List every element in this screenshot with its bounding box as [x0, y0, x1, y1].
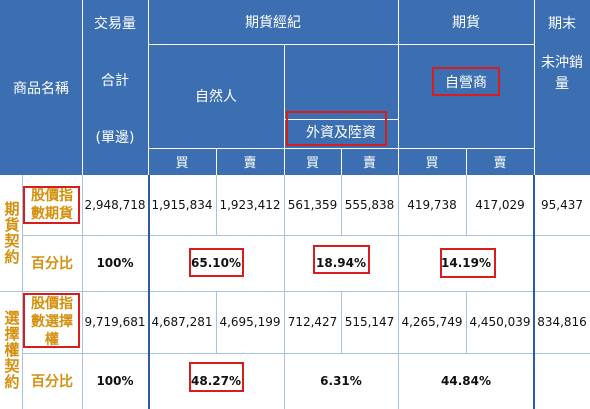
header-product-name: 商品名稱 [0, 0, 82, 175]
group-label-futures: 期貨契約 [0, 175, 22, 291]
cell-prop-sell: 4,450,039 [466, 291, 534, 353]
divider [0, 291, 590, 292]
header-open-interest-line2: 未沖銷 [541, 55, 583, 71]
divider [216, 175, 217, 235]
header-natural-person: 自然人 [148, 44, 284, 148]
cell-prop-buy: 4,265,749 [398, 291, 466, 353]
header-natural-sell: 賣 [216, 148, 284, 175]
header-volume: 交易量 合計 (單邊) [82, 0, 148, 175]
cell-total: 2,948,718 [82, 175, 148, 235]
header-foreign-mainland: 外資及陸資 [284, 44, 398, 148]
header-futures-broker: 期貨經紀 [148, 0, 398, 44]
header-futures: 期貨 [398, 0, 534, 44]
cell-foreign-sell: 515,147 [341, 291, 398, 353]
pct-total: 100% [82, 235, 148, 291]
divider [148, 0, 149, 175]
cell-foreign-buy: 561,359 [284, 175, 341, 235]
highlight-box-pct-natural [189, 248, 244, 277]
header-open-interest-line1: 期末 [548, 16, 576, 32]
divider [216, 148, 217, 175]
pct-prop: 44.84% [398, 353, 534, 409]
percentage-label: 百分比 [31, 256, 73, 272]
header-volume-line2: 合計 [101, 73, 129, 89]
header-natural-buy: 買 [148, 148, 216, 175]
header-volume-line1: 交易量 [94, 16, 136, 32]
cell-natural-buy: 4,687,281 [148, 291, 216, 353]
divider [82, 0, 83, 175]
highlight-box-index-options [23, 293, 80, 348]
cell-prop-buy: 419,738 [398, 175, 466, 235]
cell-prop-sell: 417,029 [466, 175, 534, 235]
pct-natural: 65.10% [148, 235, 284, 291]
cell-foreign-buy: 712,427 [284, 291, 341, 353]
pct-open-interest-empty [534, 235, 590, 291]
pct-open-interest-empty [534, 353, 590, 409]
highlight-box-foreign-mainland [286, 111, 387, 146]
header-foreign-buy: 買 [284, 148, 341, 175]
divider [341, 291, 342, 353]
cell-open-interest: 95,437 [534, 175, 590, 235]
highlight-box-proprietary [432, 67, 500, 96]
pct-foreign: 6.31% [284, 353, 398, 409]
group-label-options: 選擇權契約 [0, 291, 22, 409]
divider [148, 175, 150, 409]
pct-foreign: 18.94% [284, 235, 398, 291]
cell-natural-buy: 1,915,834 [148, 175, 216, 235]
divider [466, 175, 467, 235]
product-index-futures: 股價指數期貨 [31, 188, 73, 222]
cell-foreign-sell: 555,838 [341, 175, 398, 235]
divider [82, 175, 83, 409]
divider [22, 353, 590, 354]
divider [466, 291, 467, 353]
divider [148, 44, 534, 45]
divider [22, 175, 23, 409]
header-open-interest-line3: 量 [555, 76, 569, 92]
divider [534, 0, 535, 175]
header-prop-sell: 賣 [466, 148, 534, 175]
header-open-interest: 期末 未沖銷 量 [534, 0, 590, 175]
cell-open-interest: 834,816 [534, 291, 590, 353]
percentage-label: 百分比 [31, 374, 73, 390]
divider [398, 175, 399, 409]
group-label-futures-text: 期貨契約 [2, 201, 21, 265]
divider [398, 0, 399, 175]
highlight-box-pct-prop [440, 248, 496, 278]
highlight-box-pct-foreign [313, 245, 370, 274]
header-volume-line3: (單邊) [95, 130, 135, 146]
cell-total: 9,719,681 [82, 291, 148, 353]
pct-total: 100% [82, 353, 148, 409]
divider [284, 119, 398, 120]
pct-prop: 14.19% [398, 235, 534, 291]
header-prop-buy: 買 [398, 148, 466, 175]
highlight-box-pct-natural-options [189, 362, 244, 392]
divider [341, 175, 342, 235]
header-proprietary: 自營商 [398, 44, 534, 148]
highlight-box-index-futures [23, 186, 80, 224]
cell-natural-sell: 4,695,199 [216, 291, 284, 353]
product-index-options: 股價指數選擇權 [31, 296, 73, 348]
divider [284, 44, 285, 175]
divider [216, 291, 217, 353]
divider [341, 148, 342, 175]
divider [466, 148, 467, 175]
header-foreign-sell: 賣 [341, 148, 398, 175]
divider [22, 235, 590, 236]
divider [533, 175, 535, 409]
divider [284, 175, 285, 409]
group-label-options-text: 選擇權契約 [2, 310, 21, 390]
cell-natural-sell: 1,923,412 [216, 175, 284, 235]
